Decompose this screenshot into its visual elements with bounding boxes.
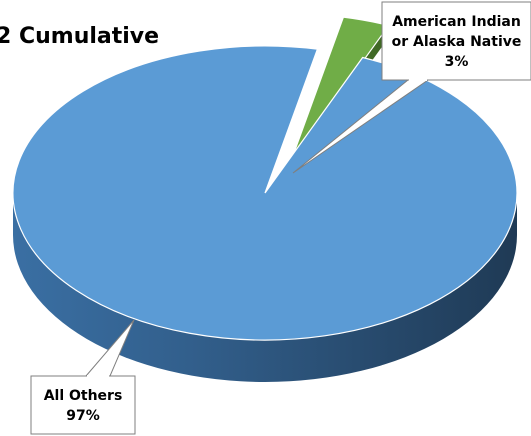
chart-title: 2 Cumulative bbox=[0, 24, 159, 49]
callout-label-all-others: All Others bbox=[44, 388, 123, 404]
callout-box-all-others bbox=[30, 375, 136, 435]
callout-value-american-indian: 3% bbox=[445, 54, 469, 70]
callout-label-american-indian: American Indian bbox=[392, 14, 521, 30]
callout-value-all-others: 97% bbox=[66, 408, 100, 424]
slice-all-others bbox=[12, 45, 518, 341]
callout-box-american-indian bbox=[381, 1, 531, 81]
slice-side-all-others bbox=[13, 193, 517, 382]
callout-label-american-indian: or Alaska Native bbox=[392, 34, 522, 50]
